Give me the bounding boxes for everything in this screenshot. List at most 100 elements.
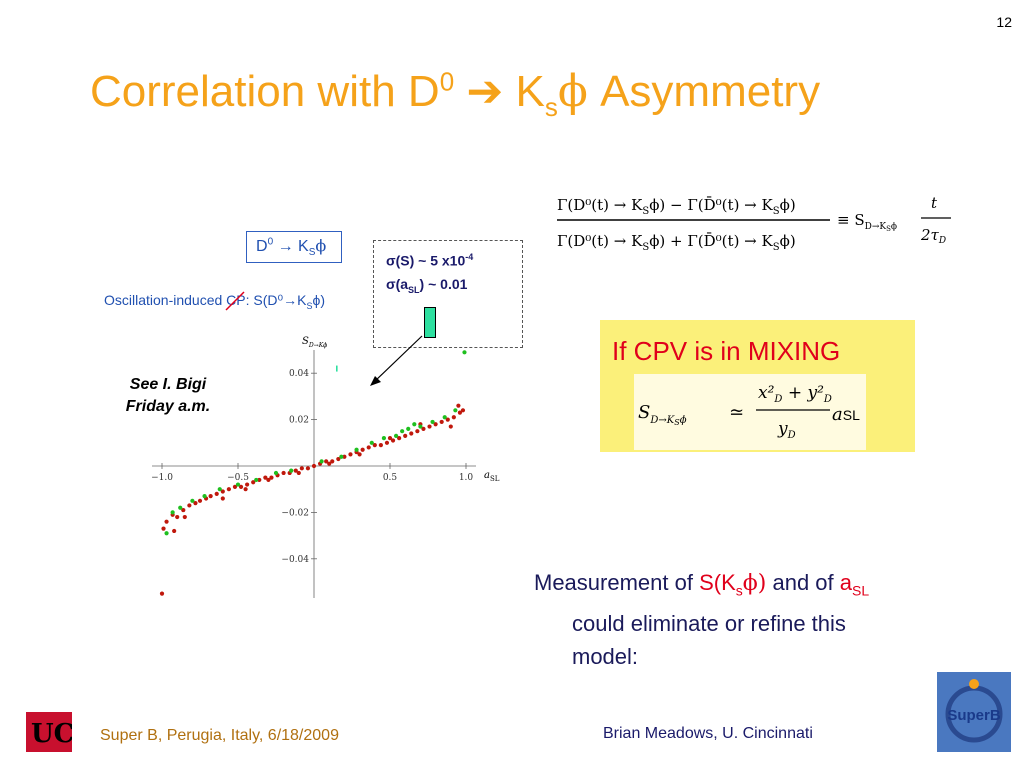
data-point-series-2 bbox=[202, 494, 207, 499]
title-part2: Asymmetry bbox=[587, 67, 821, 116]
decay-sup: 0 bbox=[267, 236, 274, 248]
y-tick-label: −0.02 bbox=[281, 508, 309, 518]
data-point-series-1 bbox=[456, 403, 461, 408]
decay-d: D bbox=[256, 238, 268, 255]
data-point-series-1 bbox=[357, 452, 362, 457]
gamma-den-sub2: S bbox=[773, 242, 780, 253]
cpv-den-sub: D bbox=[787, 430, 796, 441]
measure-s2: ϕ) bbox=[742, 571, 767, 596]
data-point-series-1 bbox=[433, 422, 438, 427]
footer-left: Super B, Perugia, Italy, 6/18/2009 bbox=[100, 727, 339, 744]
sigma-line2-a: σ(a bbox=[386, 276, 409, 292]
decay-label: D0 → KSϕ bbox=[256, 236, 326, 258]
osc-b: : S(D⁰→K bbox=[245, 292, 307, 308]
data-point-series-1 bbox=[164, 519, 169, 524]
gamma-den-c: ϕ) bbox=[780, 232, 796, 250]
data-point-series-1 bbox=[330, 459, 335, 464]
data-point-series-2 bbox=[217, 487, 222, 492]
svg-text:UC: UC bbox=[31, 719, 72, 749]
data-point-series-2 bbox=[393, 433, 399, 438]
data-point-series-2 bbox=[190, 498, 195, 503]
data-point-series-1 bbox=[232, 484, 238, 489]
data-point-series-2 bbox=[354, 447, 359, 452]
data-point-series-2 bbox=[273, 470, 279, 476]
data-point-series-1 bbox=[342, 454, 347, 459]
measure-s: S(K bbox=[699, 570, 736, 595]
data-point-series-1 bbox=[327, 461, 332, 466]
svg-text:x²D + y²D: x²D + y²D bbox=[758, 383, 832, 405]
cpv-plus: + y² bbox=[782, 383, 824, 403]
decay-box bbox=[246, 231, 342, 263]
data-point-series-1 bbox=[457, 410, 463, 415]
data-point-series-1 bbox=[387, 436, 393, 441]
gamma-equiv-sub2: S bbox=[886, 225, 891, 233]
data-point-series-1 bbox=[439, 419, 444, 425]
data-point-series-1 bbox=[390, 438, 396, 443]
oscillation-label: Oscillation-induced CP: S(D⁰→KSϕ) bbox=[104, 291, 325, 311]
data-point-series-1 bbox=[193, 501, 198, 506]
data-point-series-2 bbox=[381, 436, 387, 441]
cpv-a: a bbox=[832, 404, 843, 425]
sigma-line2-b: ) ~ 0.01 bbox=[419, 276, 468, 292]
data-point-series-2 bbox=[400, 429, 405, 434]
cpv-den: y bbox=[777, 419, 788, 439]
data-point-series-1 bbox=[427, 424, 432, 429]
data-point-series-1 bbox=[336, 456, 341, 462]
data-point-series-1 bbox=[172, 528, 177, 534]
svg-text:aSL: aSL bbox=[832, 404, 860, 425]
data-point-series-2 bbox=[462, 350, 467, 355]
gamma-frac-den-sub: D bbox=[938, 236, 946, 246]
chart-ticks: −1.0 −0.5 0.5 1.0 0.04 0.02 −0.02 −0.04 bbox=[151, 369, 473, 565]
sigma-line2-sub: SL bbox=[408, 284, 420, 295]
y-tick-label: 0.02 bbox=[289, 416, 309, 426]
cpv-formula: SD→KSϕ ≃ x²D + y²D yD aSL bbox=[634, 374, 866, 450]
data-point-series-2 bbox=[164, 531, 169, 536]
data-point-series-2 bbox=[339, 454, 344, 459]
data-point-series-1 bbox=[281, 470, 286, 476]
x-tick-label: −0.5 bbox=[227, 473, 249, 483]
chart-points bbox=[159, 350, 467, 596]
sigma-line1-sup: -4 bbox=[465, 252, 474, 262]
cpv-lhs-sub2: S bbox=[674, 418, 680, 427]
x-tick-label: −1.0 bbox=[151, 473, 173, 483]
gamma-num-b: ϕ) − Γ(D̄⁰(t) → K bbox=[649, 196, 773, 214]
cpv-num: x² bbox=[758, 383, 775, 403]
svg-text:yD: yD bbox=[777, 419, 796, 441]
osc-c: ϕ) bbox=[312, 292, 325, 308]
cpv-sl: SL bbox=[843, 407, 860, 423]
data-point-series-1 bbox=[257, 477, 262, 483]
data-point-series-1 bbox=[159, 591, 165, 596]
bigi-line2: Friday a.m. bbox=[125, 398, 211, 415]
data-point-series-2 bbox=[453, 408, 458, 413]
data-point-series-1 bbox=[220, 496, 225, 501]
data-point-series-1 bbox=[296, 470, 301, 476]
data-point-series-1 bbox=[445, 417, 450, 422]
data-point-series-2 bbox=[235, 482, 241, 487]
data-point-series-2 bbox=[289, 468, 294, 473]
svg-text:Γ(D⁰(t) → KSϕ) + Γ(D̄⁰(t) → KS: Γ(D⁰(t) → KSϕ) + Γ(D̄⁰(t) → KSϕ) bbox=[557, 232, 796, 253]
slide-number: 12 bbox=[996, 14, 1012, 30]
data-point-series-1 bbox=[220, 489, 225, 494]
data-point-series-1 bbox=[311, 463, 317, 469]
data-point-series-2 bbox=[418, 424, 423, 429]
scatter-chart: −1.0 −0.5 0.5 1.0 0.04 0.02 −0.02 −0.04 SD→Kϕ a… bbox=[151, 336, 500, 598]
data-point-series-1 bbox=[266, 477, 271, 483]
data-point-series-2 bbox=[170, 510, 175, 515]
gamma-formula: Γ(D⁰(t) → KSϕ) − Γ(D̄⁰(t) → KSϕ) Γ(D⁰(t)… bbox=[557, 194, 951, 253]
y-axis-label: SD→Kϕ bbox=[302, 336, 327, 349]
data-point-series-1 bbox=[451, 415, 456, 420]
data-point-series-2 bbox=[406, 426, 411, 431]
superb-logo-text: SuperB bbox=[947, 707, 1001, 724]
data-point-series-1 bbox=[384, 440, 390, 445]
gamma-den-a: Γ(D⁰(t) → K bbox=[557, 232, 643, 250]
data-point-series-2 bbox=[178, 505, 183, 510]
measure-s-sub: s bbox=[735, 582, 743, 599]
title-sup: 0 bbox=[439, 66, 455, 97]
data-point-series-1 bbox=[378, 443, 383, 448]
sigma-error-bar bbox=[424, 307, 436, 338]
data-point-series-1 bbox=[263, 475, 268, 480]
title-sub: s bbox=[544, 91, 558, 122]
data-point-series-1 bbox=[397, 436, 402, 441]
data-point-series-1 bbox=[293, 468, 298, 473]
data-point-series-1 bbox=[403, 433, 408, 438]
